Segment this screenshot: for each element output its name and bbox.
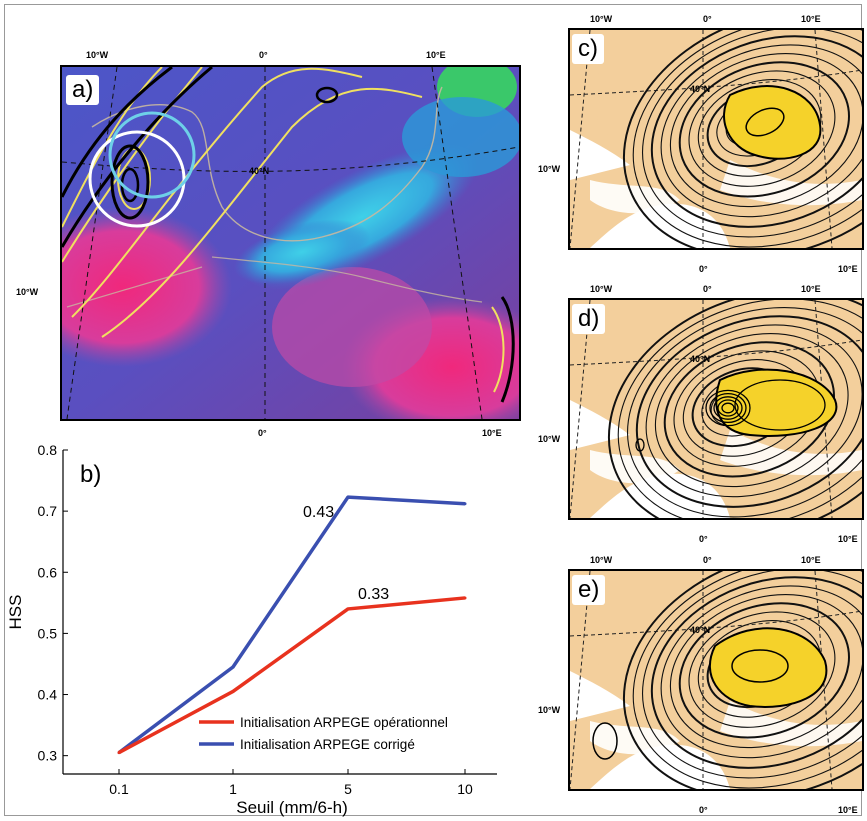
panel-a-lat-label: 40°N [249,166,269,176]
panel-e-coord-top-0: 0° [703,555,712,565]
x-tick-label: 0.1 [109,781,129,797]
annotation-corrected: 0.43 [303,504,334,521]
hss-line-chart: 0.3 0.4 0.5 0.6 0.7 0.8 0.1 1 5 10 0.43 0.33 Seuil … [6,442,497,817]
panel-d-coord-bot-0: 0° [699,534,708,544]
y-tick-label: 0.3 [38,748,58,764]
x-axis-label: Seuil (mm/6-h) [236,798,347,817]
panel-a-bottom-lon-e: 10°E [482,428,502,438]
panel-a-top-lon-w: 10°W [86,50,109,60]
x-tick-label: 5 [344,781,352,797]
panel-c-coord-top-0: 0° [703,14,712,24]
panel-a-map: 40°N a) [60,65,521,421]
chart-labels: 0.43 0.33 Seuil (mm/6-h) HSS b) [6,461,389,817]
x-tick-label: 10 [457,781,473,797]
panel-e-map: 40°N e) [568,569,864,791]
panel-d-map-svg: 40°N [570,300,862,518]
y-tick-label: 0.6 [38,564,58,580]
data-point [346,495,350,499]
panel-c-coord-left-w: 10°W [538,164,561,174]
panel-d-coord-bot-e: 10°E [838,534,858,544]
panel-c-coord-bot-e: 10°E [838,264,858,274]
panel-a-bottom-lon-0: 0° [258,428,267,438]
legend-label-1: Initialisation ARPEGE corrigé [240,737,415,752]
panel-d-coord-top-e: 10°E [801,284,821,294]
panel-d-coord-left-w: 10°W [538,434,561,444]
panel-d-coord-top-0: 0° [703,284,712,294]
data-point [231,689,235,693]
panel-e-label: e) [572,575,606,605]
panel-c-label: c) [572,34,604,64]
panel-d-map: 40°N d) [568,298,864,520]
panel-a-map-svg: 40°N [62,67,519,419]
panel-c-coord-top-w: 10°W [590,14,613,24]
data-point [117,751,121,755]
panel-c-lat-label: 40°N [690,84,710,94]
panel-e-coord-bot-e: 10°E [838,805,858,815]
panel-c-coord-top-e: 10°E [801,14,821,24]
panel-c-coord-bot-0: 0° [699,264,708,274]
panel-e-map-svg: 40°N [570,571,862,789]
y-tick-label: 0.5 [38,625,58,641]
chart-legend: Initialisation ARPEGE opérationnel Initia… [199,715,448,752]
panel-e-coord-top-e: 10°E [801,555,821,565]
y-tick-label: 0.4 [38,687,58,703]
panel-d-coord-top-w: 10°W [590,284,613,294]
chart-ticks: 0.3 0.4 0.5 0.6 0.7 0.8 0.1 1 5 10 [38,442,473,797]
data-point [346,607,350,611]
panel-a-top-lon-0: 0° [259,50,268,60]
panel-d-label: d) [572,304,606,334]
x-tick-label: 1 [229,781,237,797]
panel-e-coord-left-w: 10°W [538,705,561,715]
data-point [463,596,467,600]
annotation-operational: 0.33 [358,586,389,603]
data-point [231,665,235,669]
series-line-1 [117,495,466,755]
panel-c-map-svg: 40°N [570,30,862,248]
series-line-0 [118,596,466,755]
chart-series [117,495,467,755]
chart-axes [62,450,497,775]
panel-a-left-lon-w: 10°W [16,287,39,297]
data-point [463,502,467,506]
panel-b-label: b) [80,461,101,488]
legend-label-0: Initialisation ARPEGE opérationnel [240,715,448,730]
panel-e-lat-label: 40°N [690,625,710,635]
y-tick-label: 0.7 [38,503,58,519]
panel-c-map: 40°N c) [568,28,864,250]
panel-a-top-lon-e: 10°E [426,50,446,60]
panel-a-label: a) [66,75,100,105]
y-tick-label: 0.8 [38,442,58,458]
panel-d-lat-label: 40°N [690,354,710,364]
panel-e-coord-bot-0: 0° [699,805,708,815]
y-axis-label: HSS [6,595,25,630]
panel-e-coord-top-w: 10°W [590,555,613,565]
